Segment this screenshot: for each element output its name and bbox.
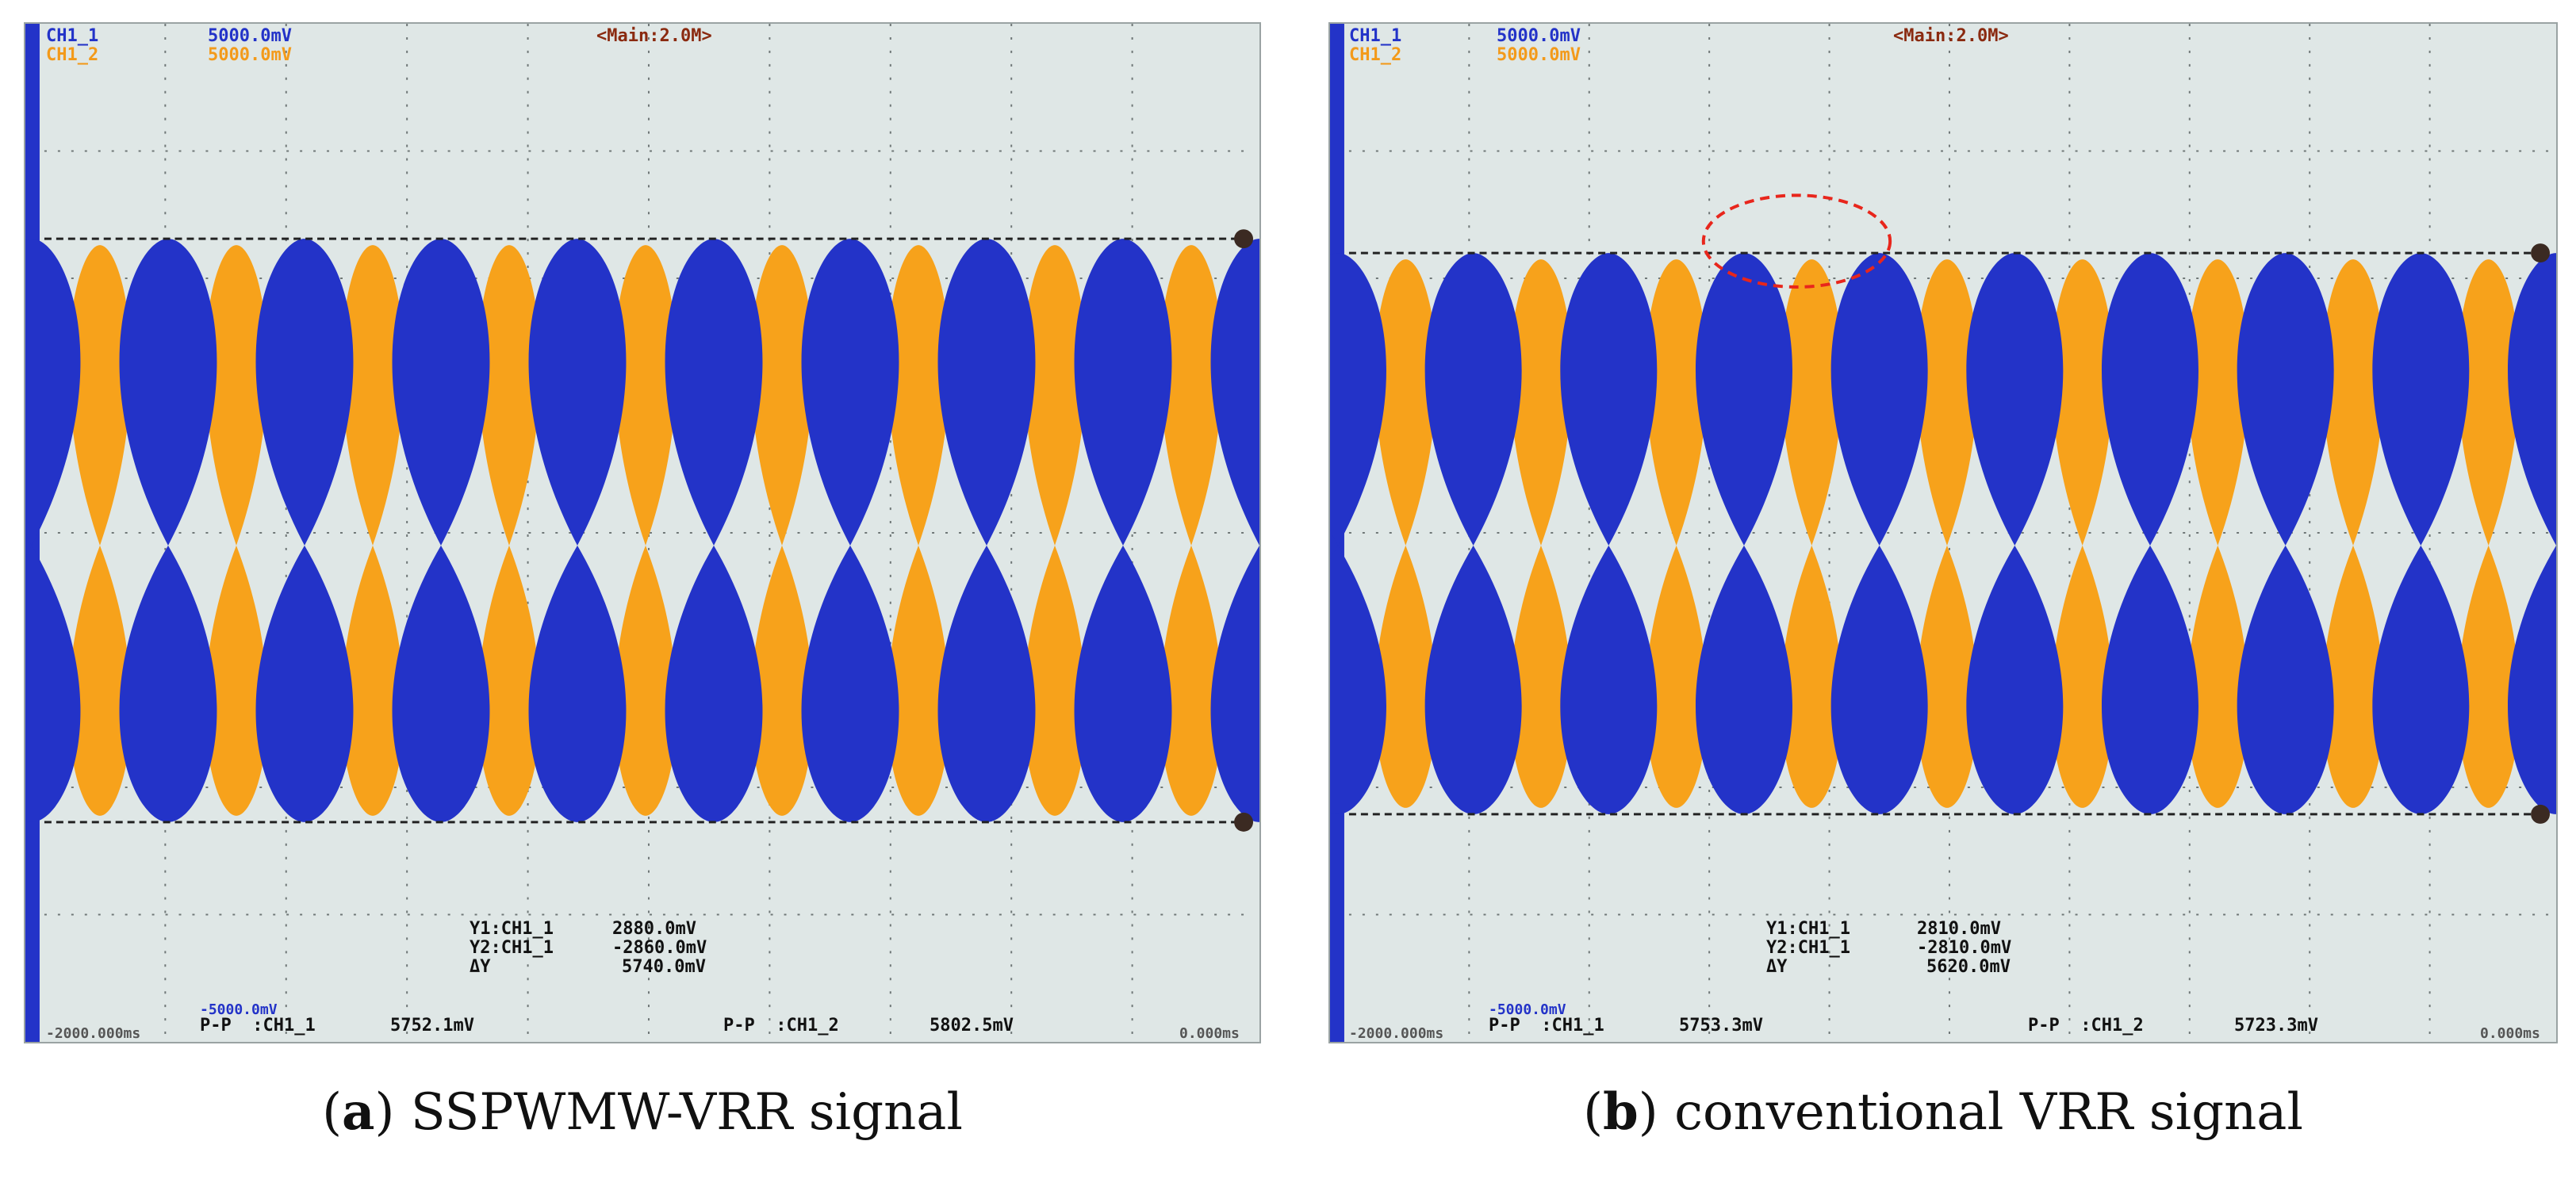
cursor-marker-y1 — [2531, 243, 2551, 263]
ch2-envelope — [614, 245, 677, 816]
ch1-envelope — [2508, 253, 2556, 814]
cursor-y1-value: 2880.0mV — [612, 919, 696, 939]
ch2-envelope — [2321, 259, 2385, 808]
ch2-envelope — [2187, 259, 2249, 808]
cursor-marker-y2 — [2531, 804, 2551, 824]
ch2-name: CH1_2 — [1349, 45, 1402, 65]
ch2-envelope — [750, 245, 814, 816]
offset-label: -5000.0mV — [200, 1001, 278, 1018]
cursor-y2-value: -2860.0mV — [612, 938, 707, 958]
caption-text: conventional VRR signal — [1674, 1083, 2303, 1142]
cursor-y1-label: Y1:CH1_1 — [470, 919, 554, 939]
ch1-name: CH1_1 — [46, 26, 99, 46]
oscilloscope-screen-b: CH1_1 5000.0mV CH1_2 5000.0mV <Main:2.0M… — [1328, 22, 2558, 1043]
ch2-envelope — [2051, 259, 2114, 808]
ch2-envelope — [477, 245, 541, 816]
pp-ch1-label: P-P :CH1_1 — [200, 1016, 316, 1036]
caption-a: (a) SSPWMW-VRR signal — [322, 1082, 963, 1142]
ch1-envelope — [1966, 253, 2064, 814]
ch1-envelope — [25, 239, 81, 822]
ch1-envelope — [1074, 239, 1172, 822]
ch2-name: CH1_2 — [46, 45, 99, 65]
pp-ch1-label: P-P :CH1_1 — [1489, 1016, 1604, 1036]
ch2-envelope — [1023, 245, 1087, 816]
ch2-scale: 5000.0mV — [208, 45, 292, 65]
waveform-plot-b — [1330, 24, 2556, 1042]
pp-ch2-value: 5802.5mV — [930, 1016, 1014, 1036]
cursor-marker-y2 — [1234, 812, 1254, 832]
ch1-envelope — [1830, 253, 1928, 814]
cursor-dy-label: ΔY — [1766, 957, 1788, 977]
time-right: 0.000ms — [2480, 1025, 2540, 1042]
ch1-scale: 5000.0mV — [1497, 26, 1581, 46]
timebase-label: <Main:2.0M> — [596, 26, 712, 46]
cursor-y2-value: -2810.0mV — [1917, 938, 2012, 958]
cursor-y2-label: Y2:CH1_1 — [1766, 938, 1850, 958]
ch2-envelope — [205, 245, 268, 816]
ch1-envelope — [1560, 253, 1658, 814]
pp-ch2-label: P-P :CH1_2 — [2028, 1016, 2144, 1036]
time-left: -2000.000ms — [46, 1025, 141, 1042]
ch2-envelope — [887, 245, 950, 816]
ch1-envelope — [801, 239, 899, 822]
ch2-envelope — [2457, 259, 2520, 808]
oscilloscope-screen-a: CH1_1 5000.0mV CH1_2 5000.0mV <Main:2.0M… — [24, 22, 1261, 1043]
ch2-envelope — [1645, 259, 1708, 808]
ch1-envelope — [2372, 253, 2470, 814]
time-left: -2000.000ms — [1349, 1025, 1444, 1042]
cursor-y1-value: 2810.0mV — [1917, 919, 2001, 939]
cursor-dy-value: 5620.0mV — [1926, 957, 2011, 977]
cursor-marker-y1 — [1234, 229, 1254, 249]
ch1-envelope — [1210, 239, 1259, 822]
ch1-envelope — [1695, 253, 1792, 814]
waveform-plot-a — [25, 24, 1259, 1042]
ch1-name: CH1_1 — [1349, 26, 1402, 46]
ch1-envelope — [1424, 253, 1522, 814]
ch1-envelope — [937, 239, 1036, 822]
ch1-envelope — [119, 239, 217, 822]
offset-label: -5000.0mV — [1489, 1001, 1566, 1018]
ch1-envelope — [392, 239, 490, 822]
ch1-envelope — [1330, 253, 1386, 814]
ch2-envelope — [1781, 259, 1843, 808]
caption-letter: a — [342, 1082, 375, 1142]
ch1-envelope — [665, 239, 763, 822]
caption-letter: b — [1603, 1082, 1639, 1142]
ch1-envelope — [2101, 253, 2198, 814]
ch2-envelope — [341, 245, 404, 816]
ch2-envelope — [1915, 259, 1979, 808]
cursor-dy-value: 5740.0mV — [622, 957, 706, 977]
pp-ch2-label: P-P :CH1_2 — [723, 1016, 839, 1036]
ch1-envelope — [528, 239, 627, 822]
pp-ch1-value: 5752.1mV — [390, 1016, 474, 1036]
pp-ch1-value: 5753.3mV — [1679, 1016, 1763, 1036]
ch2-envelope — [1509, 259, 1573, 808]
ch2-envelope — [1160, 245, 1223, 816]
ch2-scale: 5000.0mV — [1497, 45, 1581, 65]
caption-b: (b) conventional VRR signal — [1583, 1082, 2303, 1142]
ch1-envelope — [255, 239, 354, 822]
cursor-dy-label: ΔY — [470, 957, 491, 977]
cursor-y2-label: Y2:CH1_1 — [470, 938, 554, 958]
cursor-y1-label: Y1:CH1_1 — [1766, 919, 1850, 939]
highlight-ellipse — [1701, 193, 1892, 289]
pp-ch2-value: 5723.3mV — [2234, 1016, 2318, 1036]
ch2-envelope — [1374, 259, 1437, 808]
caption-text: SSPWMW-VRR signal — [410, 1083, 963, 1142]
ch1-envelope — [2237, 253, 2334, 814]
timebase-label: <Main:2.0M> — [1893, 26, 2009, 46]
ch1-scale: 5000.0mV — [208, 26, 292, 46]
time-right: 0.000ms — [1179, 1025, 1240, 1042]
ch2-envelope — [68, 245, 132, 816]
